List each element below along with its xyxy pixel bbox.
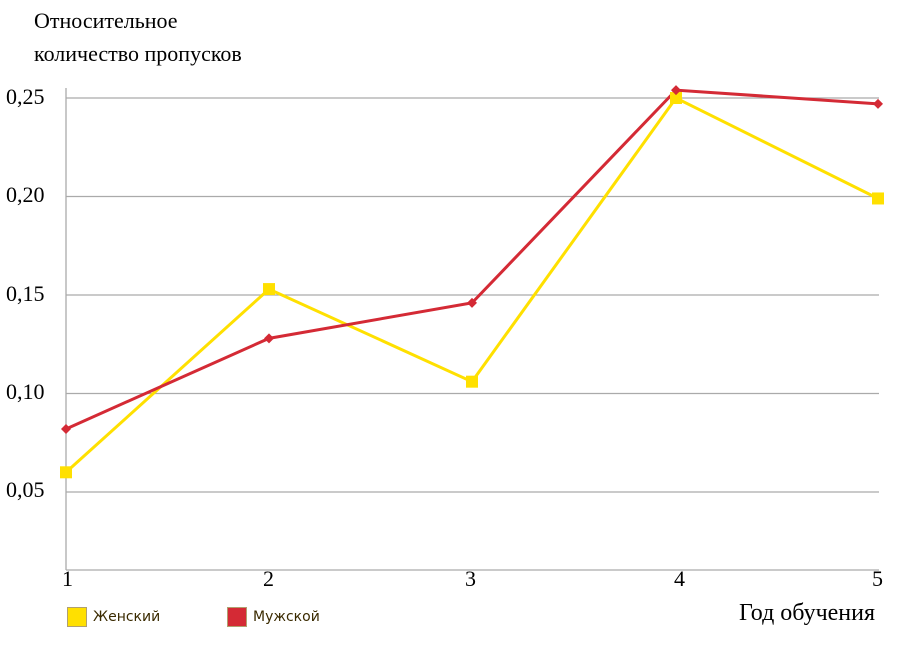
legend-swatch-male xyxy=(227,607,247,627)
legend-item-female: Женский xyxy=(67,607,160,627)
data-point-male xyxy=(467,297,477,308)
data-point-female xyxy=(466,375,478,388)
y-axis-title: Относительное количество пропусков xyxy=(34,4,242,70)
data-point-male xyxy=(264,333,274,344)
series-line-female xyxy=(64,96,879,474)
data-point-female xyxy=(670,92,682,104)
legend-label-male: Мужской xyxy=(253,609,320,625)
y-axis-title-line1: Относительное xyxy=(34,8,178,33)
data-point-male xyxy=(671,85,681,96)
x-tick-3: 3 xyxy=(465,566,476,591)
y-axis-title-line2: количество пропусков xyxy=(34,41,242,66)
x-axis-title: Год обучения xyxy=(739,600,876,626)
data-point-female xyxy=(872,192,884,205)
y-tick-025: 0,25 xyxy=(6,84,45,109)
x-tick-1: 1 xyxy=(62,566,73,591)
data-point-male xyxy=(61,423,71,434)
data-point-female xyxy=(60,466,72,479)
data-point-female xyxy=(263,283,275,296)
y-tick-010: 0,10 xyxy=(6,379,45,404)
legend-item-male: Мужской xyxy=(227,607,320,627)
legend-label-female: Женский xyxy=(93,609,161,625)
x-tick-5: 5 xyxy=(872,566,883,591)
y-tick-005: 0,05 xyxy=(6,477,45,502)
y-tick-015: 0,15 xyxy=(6,281,45,306)
x-tick-2: 2 xyxy=(263,566,274,591)
legend-swatch-female xyxy=(67,607,87,627)
data-point-male xyxy=(873,98,883,109)
x-tick-4: 4 xyxy=(674,566,685,591)
y-tick-020: 0,20 xyxy=(6,182,45,207)
